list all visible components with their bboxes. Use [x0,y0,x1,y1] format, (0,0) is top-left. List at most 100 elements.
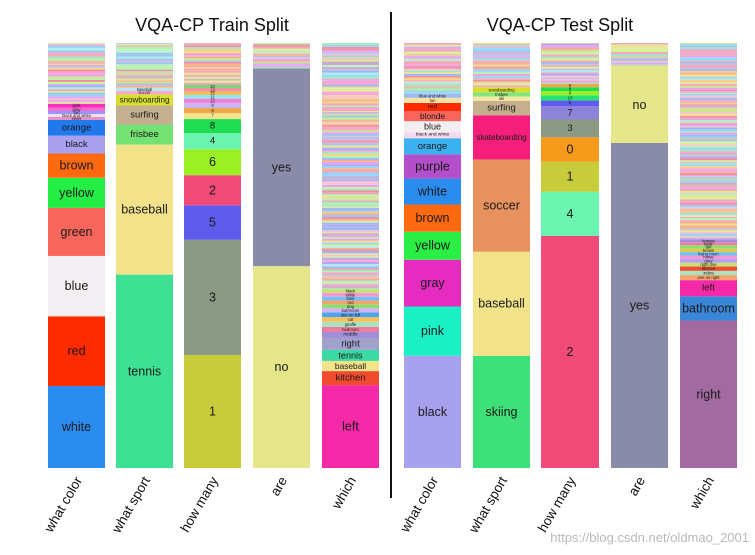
bar-tail-stripe [48,64,105,67]
bar-segment-label: 2 [567,345,574,359]
bar-tail-stripe [680,95,737,98]
bar-tail-stripe [322,272,379,275]
bar-tail-stripe [322,187,379,189]
bar-tail-stripe [322,161,379,165]
bar-tail-stripe [116,72,173,76]
bar-tail-stripe [253,53,310,56]
bar-segment-label: 8 [210,121,215,132]
bar-segment-one-on-right [680,275,737,281]
bar-tail-stripe [116,62,173,65]
bar-tail-stripe [322,99,379,102]
bar-tail-stripe [184,43,241,44]
bar-tail-stripe [473,83,530,86]
bar-tail-stripe [404,86,461,88]
bar-tail-stripe [116,69,173,72]
bar-tail-stripe [404,89,461,91]
bar-tail-stripe [404,44,461,47]
bar-tail-stripe [48,76,105,78]
bar-tail-stripe [322,280,379,282]
bar-segment-13 [184,88,241,92]
bar-tail-stripe [48,84,105,86]
bar-segment-silver [48,116,105,120]
bar-segment-right [322,337,379,350]
bar-tail-stripe [611,47,668,50]
bar-tail-stripe [322,246,379,248]
bar-segment-label: tennis [128,364,161,378]
bar-tail-stripe [473,81,530,84]
bar-tail-stripe [680,75,737,77]
bar-segment-7 [184,113,241,120]
bar-tail-stripe [322,88,379,91]
bar-tail-stripe [680,227,737,229]
bar-tail-stripe [322,254,379,257]
chart-title-test: VQA-CP Test Split [487,15,633,35]
bar-segment-pink [404,306,461,356]
bar-tail-stripe [541,45,599,47]
bar-tail-stripe [48,53,105,55]
bar-segment-tan [680,245,737,249]
bar-segment-label: pink [421,324,445,338]
bar-tail-stripe [184,82,241,84]
bar-segment-dog [322,304,379,309]
bar-tail-stripe [680,83,737,86]
bar-tail-stripe [322,82,379,85]
bar-tail-stripe [322,211,379,214]
bar-tail-stripe [611,64,668,67]
bar-segment-label: zebra [703,270,714,275]
bar-segment-label: skiing [486,405,518,419]
bar-tail-stripe [680,74,737,76]
bar-tail-stripe [322,288,379,290]
bar-segment-label: orange [62,122,92,133]
bar-tail-stripe [322,226,379,228]
bar-tail-stripe [116,75,173,77]
bar-tail-stripe [322,198,379,201]
bar-segment-1 [184,354,241,468]
bar-tail-stripe [322,220,379,223]
bar-segment-label: white [61,420,91,434]
bar-tail-stripe [680,160,737,163]
bar-segment-label: 9 [211,108,214,113]
bar-tail-stripe [680,192,737,194]
bar-tail-stripe [322,103,379,106]
bar-segment-label: 9 [569,83,572,88]
bar-tail-stripe [322,214,379,218]
bar-tail-stripe [116,61,173,63]
bar-tail-stripe [322,96,379,99]
bar-tail-stripe [541,60,599,62]
bar-tail-stripe [116,51,173,53]
bar-tail-stripe [322,145,379,148]
bar-tail-stripe [184,79,241,81]
bar-tail-stripe [322,135,379,137]
bar-tail-stripe [680,236,737,238]
bar-tail-stripe [116,54,173,57]
bar-tail-stripe [253,65,310,67]
bar-tail-stripe [322,278,379,281]
bar-tail-stripe [184,80,241,83]
bar-tail-stripe [541,80,599,83]
bar-tail-stripe [253,61,310,64]
bar-tail-stripe [404,70,461,73]
bar-tail-stripe [116,78,173,81]
bar-segment-bathroom [680,296,737,321]
bar-tail-stripe [322,202,379,205]
bar-tail-stripe [680,139,737,142]
bar-segment-left [680,280,737,297]
bar-tail-stripe [48,50,105,53]
bar-segment-5 [184,205,241,240]
bar-segment-label: red [428,103,438,110]
bar-segment-label: surfing [487,103,516,114]
bar-tail-stripe [322,128,379,131]
bar-tail-stripe [116,45,173,47]
bar-segment-label: no [633,98,647,112]
bar-tail-stripe [680,209,737,211]
bar-tail-stripe [322,274,379,276]
bar-segment-blue-and-white [404,94,461,98]
bar-tail-stripe [184,76,241,78]
bar-segment-3 [541,119,599,138]
bar-tail-stripe [322,108,379,112]
bar-tail-stripe [253,55,310,58]
bar-tail-stripe [322,179,379,182]
bar-segment-zebra [680,270,737,276]
bar-tail-stripe [680,152,737,154]
bar-segment-horse [680,255,737,259]
